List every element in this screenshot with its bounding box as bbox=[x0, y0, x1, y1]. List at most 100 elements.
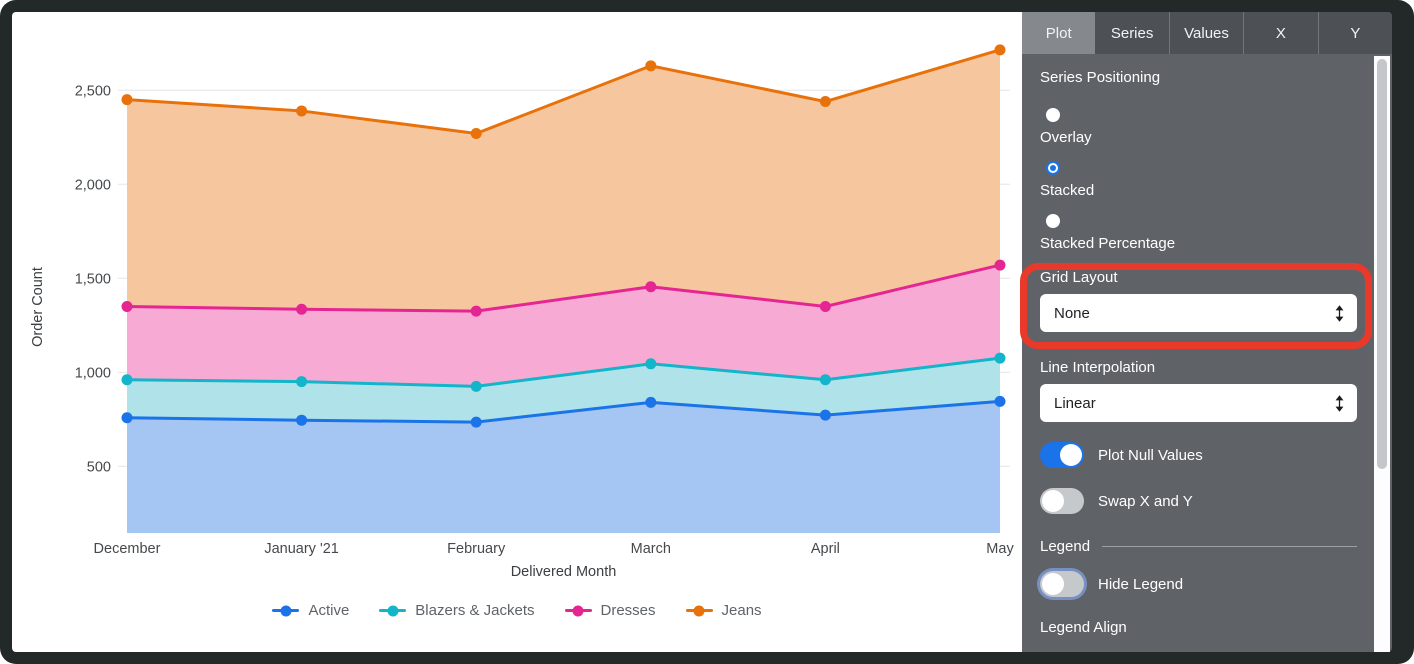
data-point[interactable] bbox=[296, 303, 308, 315]
legend-dot-icon bbox=[280, 605, 292, 616]
legend-marker-icon bbox=[272, 605, 300, 616]
radio-option-label: Overlay bbox=[1040, 129, 1092, 146]
data-point[interactable] bbox=[994, 352, 1006, 364]
x-tick-label: February bbox=[447, 541, 506, 557]
hide-legend-row: Hide Legend bbox=[1040, 571, 1357, 597]
radio-circle-icon[interactable] bbox=[1046, 161, 1060, 175]
panel-scrollbar-thumb[interactable] bbox=[1377, 59, 1387, 469]
series-line-blazers-jackets bbox=[126, 356, 1001, 388]
plot-null-values-row: Plot Null Values bbox=[1040, 442, 1357, 468]
y-tick-label: 500 bbox=[87, 459, 111, 475]
data-point[interactable] bbox=[994, 395, 1006, 407]
hide-legend-toggle[interactable] bbox=[1040, 571, 1084, 597]
x-tick-label: December bbox=[94, 541, 161, 557]
radio-option-stacked[interactable]: Stacked bbox=[1040, 161, 1357, 201]
hide-legend-label: Hide Legend bbox=[1098, 575, 1184, 593]
section-divider bbox=[1102, 546, 1357, 547]
y-axis-title: Order Count bbox=[30, 267, 46, 347]
radio-option-overlay[interactable]: Overlay bbox=[1040, 108, 1357, 148]
legend-label: Active bbox=[308, 602, 350, 619]
legend-dot-icon bbox=[693, 605, 705, 616]
data-point[interactable] bbox=[121, 374, 133, 386]
data-point[interactable] bbox=[470, 128, 482, 139]
swap-x-y-row: Swap X and Y bbox=[1040, 488, 1357, 514]
plot-null-values-label: Plot Null Values bbox=[1098, 446, 1203, 464]
legend-section-header: Legend bbox=[1040, 538, 1357, 555]
radio-option-label: Stacked bbox=[1040, 182, 1095, 199]
radio-circle-icon[interactable] bbox=[1046, 108, 1060, 122]
x-axis-title: Delivered Month bbox=[511, 564, 617, 580]
data-point[interactable] bbox=[819, 409, 831, 421]
data-point[interactable] bbox=[819, 96, 831, 108]
window-content: 500 1,000 1,500 2,000 2,500 December January '… bbox=[12, 12, 1392, 652]
line-interpolation-label: Line Interpolation bbox=[1040, 359, 1156, 376]
grid-layout-label: Grid Layout bbox=[1040, 269, 1118, 286]
grid-layout-field: Grid Layout None bbox=[1040, 268, 1357, 332]
legend-item[interactable]: Blazers & Jackets bbox=[379, 602, 535, 619]
data-point[interactable] bbox=[121, 412, 133, 424]
chart-legend: Active Blazers & Jackets Dresses Jeans bbox=[12, 602, 1022, 619]
radio-circle-icon[interactable] bbox=[1046, 214, 1060, 228]
tab-x[interactable]: X bbox=[1243, 12, 1317, 54]
line-interpolation-field: Line Interpolation Linear bbox=[1040, 358, 1357, 422]
legend-label: Dresses bbox=[600, 602, 656, 619]
legend-marker-icon bbox=[685, 605, 713, 616]
swap-x-y-toggle[interactable] bbox=[1040, 488, 1084, 514]
data-point[interactable] bbox=[470, 416, 482, 428]
data-point[interactable] bbox=[645, 358, 657, 370]
x-tick-label: April bbox=[811, 541, 840, 557]
series-positioning-label: Series Positioning bbox=[1040, 69, 1161, 86]
x-tick-label: March bbox=[631, 541, 671, 557]
y-tick-label: 1,000 bbox=[75, 365, 111, 381]
radio-option-label: Stacked Percentage bbox=[1040, 235, 1176, 252]
tab-series[interactable]: Series bbox=[1110, 24, 1154, 42]
swap-x-y-label: Swap X and Y bbox=[1098, 492, 1193, 510]
chart-pane: 500 1,000 1,500 2,000 2,500 December January '… bbox=[12, 12, 1022, 652]
legend-item[interactable]: Jeans bbox=[685, 602, 762, 619]
legend-dot-icon bbox=[572, 605, 584, 616]
legend-item[interactable]: Active bbox=[272, 602, 349, 619]
series-line-jeans bbox=[126, 48, 1001, 136]
y-tick-label: 2,500 bbox=[75, 83, 111, 99]
plot-null-values-toggle[interactable] bbox=[1040, 442, 1084, 468]
data-point[interactable] bbox=[121, 300, 133, 312]
area-fill-active bbox=[127, 401, 1000, 533]
data-point[interactable] bbox=[819, 374, 831, 386]
data-point[interactable] bbox=[994, 259, 1006, 271]
legend-item[interactable]: Dresses bbox=[564, 602, 656, 619]
data-point[interactable] bbox=[470, 380, 482, 392]
y-tick-label: 1,500 bbox=[75, 271, 111, 287]
y-tick-label: 2,000 bbox=[75, 177, 111, 193]
data-point[interactable] bbox=[121, 94, 133, 106]
data-point[interactable] bbox=[645, 60, 657, 72]
grid-layout-select[interactable]: None bbox=[1040, 294, 1357, 332]
settings-panel: Plot Series Values X Y Series Positionin… bbox=[1020, 12, 1392, 652]
panel-scrollbar-track[interactable] bbox=[1374, 56, 1390, 652]
grid-layout-value: None bbox=[1054, 304, 1090, 322]
data-point[interactable] bbox=[470, 305, 482, 317]
toggle-knob bbox=[1042, 490, 1064, 512]
legend-marker-icon bbox=[379, 605, 407, 616]
data-point[interactable] bbox=[645, 281, 657, 293]
legend-label: Blazers & Jackets bbox=[415, 602, 535, 619]
data-point[interactable] bbox=[994, 44, 1006, 56]
legend-label: Jeans bbox=[721, 602, 762, 619]
data-point[interactable] bbox=[296, 414, 308, 426]
updown-arrow-icon bbox=[1334, 394, 1345, 412]
legend-marker-icon bbox=[564, 605, 592, 616]
line-interpolation-select[interactable]: Linear bbox=[1040, 384, 1357, 422]
legend-dot-icon bbox=[387, 605, 399, 616]
tab-y[interactable]: Y bbox=[1317, 12, 1392, 54]
radio-option-stacked-percentage[interactable]: Stacked Percentage bbox=[1040, 214, 1357, 254]
data-point[interactable] bbox=[819, 300, 831, 312]
data-point[interactable] bbox=[645, 396, 657, 408]
data-point[interactable] bbox=[296, 376, 308, 388]
series-line-dresses bbox=[126, 263, 1001, 313]
tab-plot[interactable]: Plot bbox=[1022, 12, 1096, 54]
x-tick-label: January '21 bbox=[264, 541, 339, 557]
tab-values[interactable]: Values bbox=[1168, 12, 1243, 54]
x-tick-label: May bbox=[986, 541, 1014, 557]
data-point[interactable] bbox=[296, 105, 308, 117]
